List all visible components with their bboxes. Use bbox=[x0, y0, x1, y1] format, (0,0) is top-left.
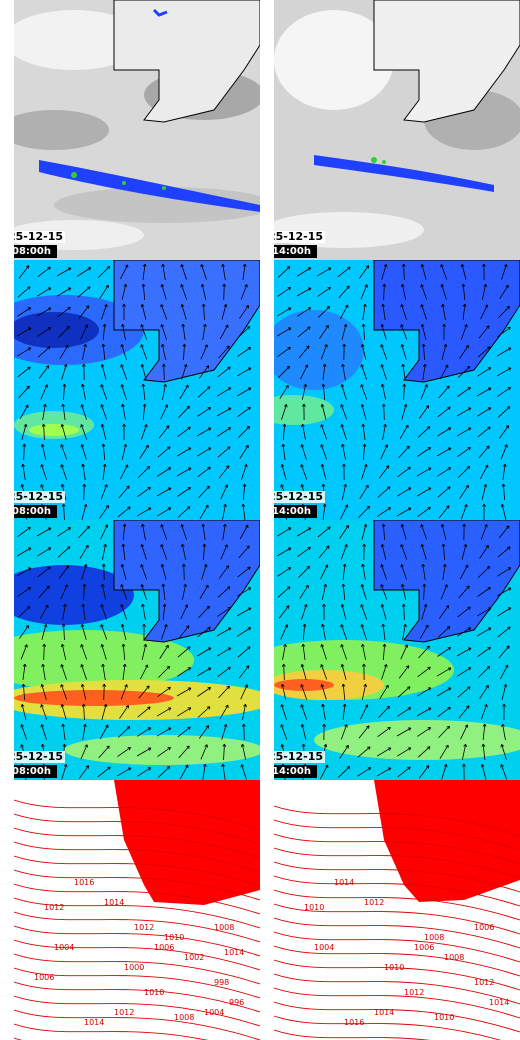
wind-speed-panel-1400: 25-12-15 14:00h bbox=[274, 520, 520, 780]
panel-date: 25-12-15 bbox=[14, 751, 66, 763]
isobar-label: 1014 bbox=[374, 1008, 394, 1017]
panel-date: 25-12-15 bbox=[14, 231, 66, 243]
isobar-label: 1006 bbox=[154, 943, 174, 952]
panel-time: 08:00h bbox=[14, 765, 57, 778]
isobar-label: 1014 bbox=[224, 948, 244, 957]
satellite-panel-0800: 25-12-15 08:00h bbox=[14, 0, 260, 260]
isobar-label: 1004 bbox=[54, 943, 74, 952]
isobar-label: 1010 bbox=[164, 933, 184, 942]
panel-time: 08:00h bbox=[14, 505, 57, 518]
panel-time: 14:00h bbox=[274, 505, 317, 518]
isobar-label: 1012 bbox=[474, 978, 494, 987]
isobar-panel-left: 1016 1014 1012 1010 1008 1006 1004 1002 1000 998 9… bbox=[14, 780, 260, 1040]
isobar-label: 1014 bbox=[104, 898, 124, 907]
isobar-label: 1000 bbox=[124, 963, 144, 972]
panel-date: 25-12-15 bbox=[274, 751, 326, 763]
isobar-label: 1006 bbox=[34, 973, 54, 982]
isobar-label: 1004 bbox=[314, 943, 334, 952]
isobar-label: 1010 bbox=[434, 1013, 454, 1022]
isobar-label: 1008 bbox=[444, 953, 464, 962]
isobar-label: 1010 bbox=[304, 903, 324, 912]
isobar-label: 1014 bbox=[84, 1018, 104, 1027]
isobar-label: 1016 bbox=[74, 878, 94, 887]
isobar-label: 1012 bbox=[404, 988, 424, 997]
isobar-label: 1014 bbox=[334, 878, 354, 887]
isobar-label: 1008 bbox=[424, 933, 444, 942]
isobar-label: 1012 bbox=[44, 903, 64, 912]
isobar-label: 1016 bbox=[344, 1018, 364, 1027]
isobar-label: 996 bbox=[229, 998, 244, 1007]
isobar-label: 1014 bbox=[489, 998, 509, 1007]
isobar-label: 1006 bbox=[414, 943, 434, 952]
isobar-label: 1004 bbox=[204, 1008, 224, 1017]
panel-date: 25-12-15 bbox=[274, 491, 326, 503]
isobar-label: 1012 bbox=[114, 1008, 134, 1017]
isobar-label: 1008 bbox=[174, 1013, 194, 1022]
wind-panel-0800: 25-12-15 08:00h bbox=[14, 260, 260, 520]
isobar-panel-right: 1014 1012 1010 1008 1006 1006 1004 1008 1010 1012… bbox=[274, 780, 520, 1040]
satellite-panel-1400: 25-12-15 14:00h bbox=[274, 0, 520, 260]
isobar-label: 998 bbox=[214, 978, 229, 987]
isobar-label: 1002 bbox=[184, 953, 204, 962]
isobar-label: 1008 bbox=[214, 923, 234, 932]
panel-time: 14:00h bbox=[274, 765, 317, 778]
isobar-label: 1012 bbox=[134, 923, 154, 932]
panel-time: 08:00h bbox=[14, 245, 57, 258]
wind-panel-1400: 25-12-15 14:00h bbox=[274, 260, 520, 520]
panel-time: 14:00h bbox=[274, 245, 317, 258]
isobar-label: 1010 bbox=[144, 988, 164, 997]
isobar-label: 1010 bbox=[384, 963, 404, 972]
panel-date: 25-12-15 bbox=[14, 491, 66, 503]
isobar-label: 1012 bbox=[364, 898, 384, 907]
wind-speed-panel-0800: 25-12-15 08:00h bbox=[14, 520, 260, 780]
panel-date: 25-12-15 bbox=[274, 231, 326, 243]
isobar-label: 1006 bbox=[474, 923, 494, 932]
